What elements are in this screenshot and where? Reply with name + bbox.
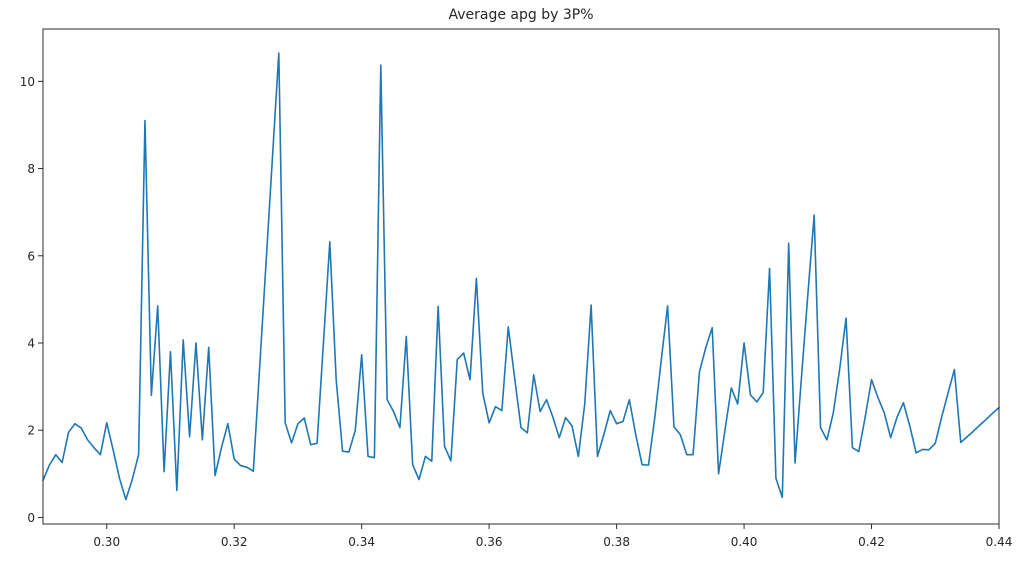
- chart-title: Average apg by 3P%: [448, 7, 593, 23]
- axes-spines: [42, 28, 1000, 525]
- y-axis-tick-label: 6: [27, 249, 35, 263]
- line-series: [42, 52, 1000, 501]
- plot-area: 0.30 0.32 0.34 0.36 0.38 0.40 0.42 0.44 0 2 4 6 8 10: [20, 28, 1013, 549]
- y-axis-tick-label: 2: [27, 424, 35, 438]
- y-axis-tick-label: 0: [27, 511, 35, 525]
- x-axis-tick-label: 0.30: [93, 535, 120, 549]
- y-axis-tick-label: 4: [27, 337, 35, 351]
- x-axis-tick-label: 0.34: [348, 535, 375, 549]
- x-axis-tick-label: 0.40: [731, 535, 758, 549]
- x-axis-tick-label: 0.38: [603, 535, 630, 549]
- x-axis-tick-label: 0.44: [986, 535, 1013, 549]
- x-axis-tick-label: 0.36: [476, 535, 503, 549]
- y-axis-tick-label: 8: [27, 162, 35, 176]
- y-axis-tick-label: 10: [20, 75, 35, 89]
- x-axis-tick-label: 0.32: [221, 535, 248, 549]
- x-axis-tick-label: 0.42: [858, 535, 885, 549]
